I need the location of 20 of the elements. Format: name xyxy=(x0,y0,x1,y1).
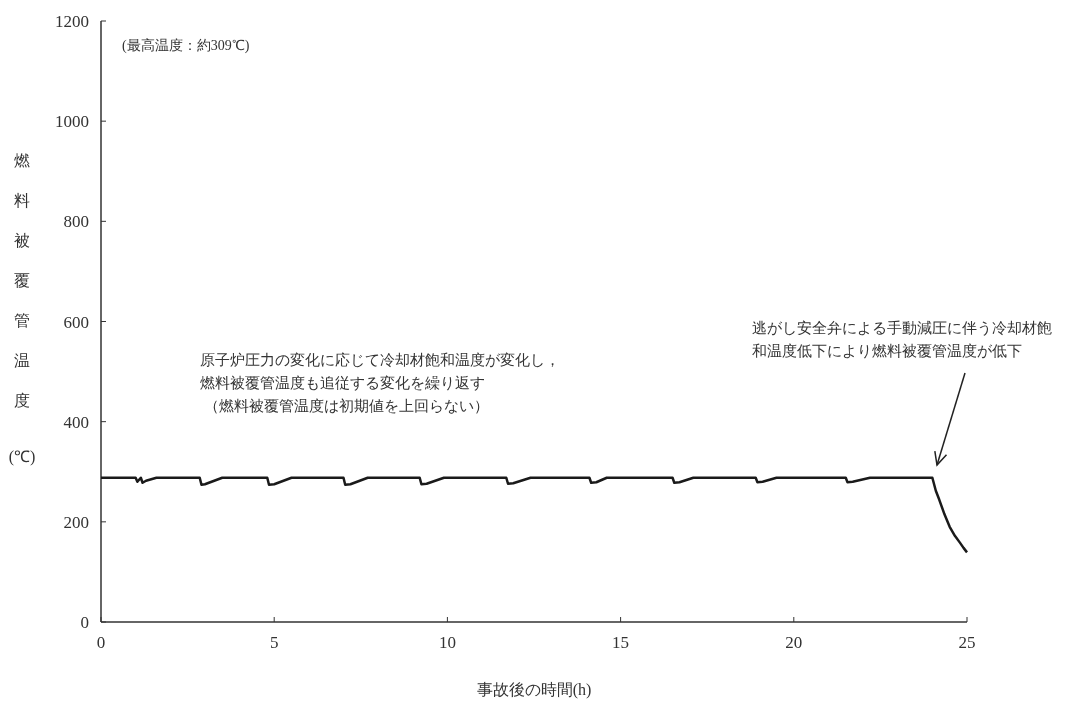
annotation: (最高温度：約309℃) xyxy=(122,38,250,54)
x-tick-label: 25 xyxy=(958,633,976,652)
x-tick-label: 5 xyxy=(269,633,279,652)
y-tick-label: 600 xyxy=(63,312,89,332)
text: 燃料被覆管温度(℃) xyxy=(8,152,36,465)
y-tick-label: 200 xyxy=(63,512,89,532)
y-tick-label: 800 xyxy=(63,212,89,232)
annotation: （燃料被覆管温度は初期値を上回らない） xyxy=(204,398,489,414)
y-tick-label: 1000 xyxy=(55,112,89,132)
x-tick-label: 10 xyxy=(438,633,456,652)
x-axis-title: 事故後の時間(h) xyxy=(476,681,592,699)
annotation: 原子炉圧力の変化に応じて冷却材飽和温度が変化し，燃料被覆管温度も追従する変化を繰り返す xyxy=(200,352,560,391)
x-tick-label: 15 xyxy=(612,633,630,652)
y-tick-label: 0 xyxy=(80,613,89,632)
y-tick-label: 400 xyxy=(63,412,89,432)
y-tick-label: 1200 xyxy=(55,12,89,31)
line-series xyxy=(99,476,969,554)
x-tick-label: 0 xyxy=(96,633,106,652)
x-tick-label: 20 xyxy=(785,633,803,652)
annotation: 逃がし安全弁による手動減圧に伴う冷却材飽和温度低下により燃料被覆管温度が低下 xyxy=(752,320,1052,359)
